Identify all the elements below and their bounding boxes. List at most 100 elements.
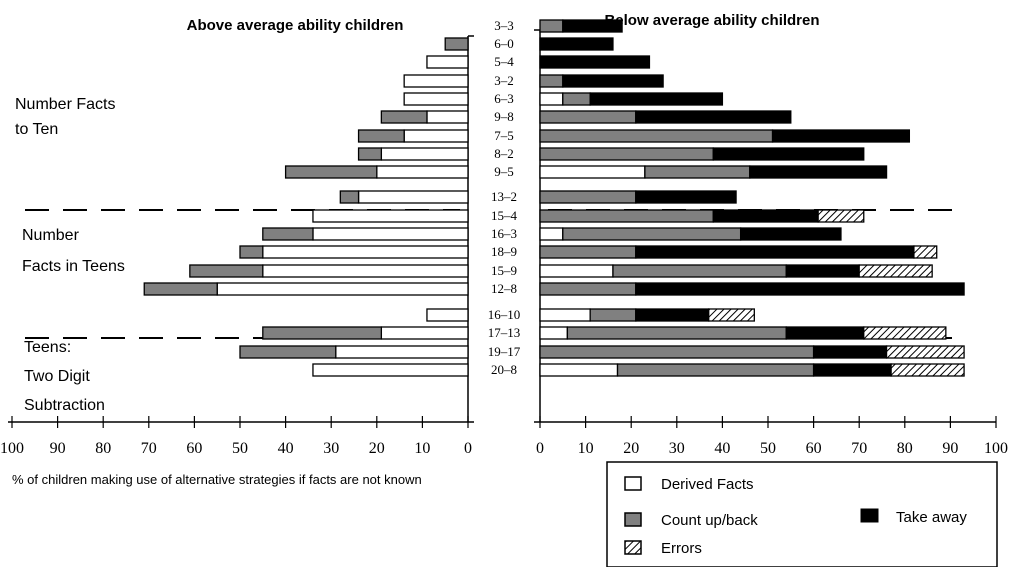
category-label-6-3: 6–3 (494, 91, 514, 106)
below-bar-15-4-errors (817, 209, 865, 223)
below-bar-20-8-count (616, 363, 815, 377)
category-label-20-8: 20–8 (491, 362, 517, 377)
below-bar-20-8-take (812, 363, 892, 377)
below-bar-8-2-count (539, 147, 714, 161)
above-bar-16-10-derived (426, 308, 469, 322)
above-bar-3-2-derived (403, 74, 469, 88)
below-bar-17-13-count (566, 326, 787, 340)
category-label-12-8: 12–8 (491, 281, 517, 296)
above-bar-20-8-derived (312, 363, 469, 377)
above-bar-16-3-derived (312, 227, 469, 241)
right-x-tick-label: 10 (578, 440, 594, 457)
below-bar-9-5-take (749, 165, 888, 179)
above-bar-5-4-derived (426, 55, 469, 69)
below-bar-13-2-take (635, 190, 737, 204)
below-bar-16-10-derived (539, 308, 591, 322)
legend-label-errors: Errors (661, 540, 702, 557)
below-bar-9-5-derived (539, 165, 646, 179)
left-x-tick-label: 0 (464, 440, 472, 457)
below-bar-15-9-count (612, 264, 787, 278)
above-bar-17-13-count (262, 326, 383, 340)
right-x-tick-label: 60 (806, 440, 822, 457)
below-bar-16-10-errors (708, 308, 755, 322)
below-bar-15-4-count (539, 209, 714, 223)
below-bar-9-8-count (539, 110, 637, 124)
below-bar-7-5-count (539, 129, 774, 143)
below-bar-18-9-errors (913, 245, 938, 259)
right-x-tick-label: 0 (536, 440, 544, 457)
legend-swatch-derived (624, 476, 642, 491)
below-bar-15-9-take (785, 264, 860, 278)
category-label-9-5: 9–5 (494, 164, 514, 179)
below-bar-12-8-count (539, 282, 637, 296)
left-x-tick-label: 40 (278, 440, 294, 457)
x-axis-caption: % of children making use of alternative … (12, 472, 422, 487)
below-bar-3-3-count (539, 19, 564, 33)
right-x-tick-label: 70 (851, 440, 867, 457)
right-panel-title: Below average ability children (604, 12, 819, 29)
above-bar-6-3-derived (403, 92, 469, 106)
below-bar-6-3-take (589, 92, 724, 106)
right-x-tick-label: 40 (714, 440, 730, 457)
above-bar-19-17-count (239, 345, 337, 359)
category-label-16-10: 16–10 (488, 307, 521, 322)
below-bar-19-17-count (539, 345, 815, 359)
below-bar-7-5-take (771, 129, 911, 143)
above-bar-9-8-derived (426, 110, 469, 124)
below-bar-16-10-take (635, 308, 710, 322)
left-x-tick-label: 100 (0, 440, 24, 457)
below-bar-3-2-take (562, 74, 664, 88)
group-label: Facts in Teens (22, 258, 125, 275)
below-bar-19-17-errors (885, 345, 965, 359)
category-label-3-3: 3–3 (494, 18, 514, 33)
left-x-tick-label: 60 (186, 440, 202, 457)
category-label-19-17: 19–17 (488, 344, 521, 359)
category-label-16-3: 16–3 (491, 226, 517, 241)
below-bar-5-4-take (539, 55, 651, 69)
below-bar-8-2-take (712, 147, 865, 161)
below-bar-20-8-derived (539, 363, 619, 377)
below-bar-6-3-derived (539, 92, 564, 106)
left-x-tick-label: 70 (141, 440, 157, 457)
group-label: Teens: (24, 339, 71, 356)
right-x-tick-label: 80 (897, 440, 913, 457)
legend-label-derived: Derived Facts (661, 476, 754, 493)
below-bar-16-3-derived (539, 227, 564, 241)
below-bar-16-3-take (739, 227, 842, 241)
below-bar-12-8-take (635, 282, 965, 296)
below-bar-16-10-count (589, 308, 637, 322)
above-bar-16-3-count (262, 227, 314, 241)
right-x-tick-label: 50 (760, 440, 776, 457)
below-bar-20-8-errors (890, 363, 965, 377)
above-bar-12-8-derived (216, 282, 469, 296)
legend-swatch-errors (624, 540, 642, 555)
above-bar-13-2-count (339, 190, 360, 204)
legend-swatch-count (624, 512, 642, 527)
left-x-tick-label: 50 (232, 440, 248, 457)
category-label-6-0: 6–0 (494, 36, 514, 51)
legend-label-count: Count up/back (661, 512, 758, 529)
below-bar-3-2-count (539, 74, 564, 88)
right-x-tick-label: 90 (942, 440, 958, 457)
group-label: Number (22, 227, 80, 244)
legend-swatch-take (860, 508, 879, 523)
legend: Derived Facts Count up/back Errors Take … (606, 461, 998, 567)
above-bar-15-9-derived (262, 264, 469, 278)
category-label-5-4: 5–4 (494, 54, 514, 69)
right-x-tick-label: 20 (623, 440, 639, 457)
below-bar-18-9-take (635, 245, 915, 259)
above-bar-8-2-count (357, 147, 383, 161)
above-bar-9-8-count (380, 110, 428, 124)
below-bar-9-8-take (635, 110, 792, 124)
below-bar-16-3-count (562, 227, 742, 241)
below-bar-9-5-count (644, 165, 751, 179)
category-label-15-4: 15–4 (491, 208, 518, 223)
below-bar-6-0-take (539, 37, 614, 51)
above-bar-6-0-count (444, 37, 469, 51)
above-bar-13-2-derived (357, 190, 469, 204)
right-x-tick-label: 100 (984, 440, 1008, 457)
left-x-tick-label: 30 (323, 440, 339, 457)
below-bar-15-9-derived (539, 264, 614, 278)
below-bar-15-9-errors (858, 264, 933, 278)
above-bar-9-5-derived (376, 165, 469, 179)
